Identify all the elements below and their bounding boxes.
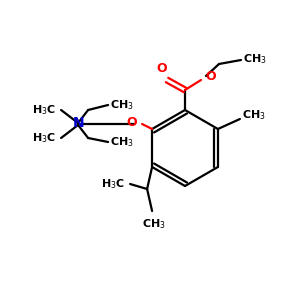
Text: CH$_3$: CH$_3$ [110, 98, 134, 112]
Text: CH$_3$: CH$_3$ [110, 135, 134, 149]
Text: N: N [72, 116, 84, 130]
Text: H$_3$C: H$_3$C [101, 177, 125, 191]
Text: CH$_3$: CH$_3$ [142, 217, 166, 231]
Text: O: O [127, 116, 137, 128]
Text: O: O [157, 62, 167, 75]
Text: CH$_3$: CH$_3$ [242, 108, 266, 122]
Text: H$_3$C: H$_3$C [32, 131, 56, 145]
Text: H$_3$C: H$_3$C [32, 103, 56, 117]
Text: CH$_3$: CH$_3$ [243, 52, 267, 66]
Text: O: O [205, 70, 216, 83]
